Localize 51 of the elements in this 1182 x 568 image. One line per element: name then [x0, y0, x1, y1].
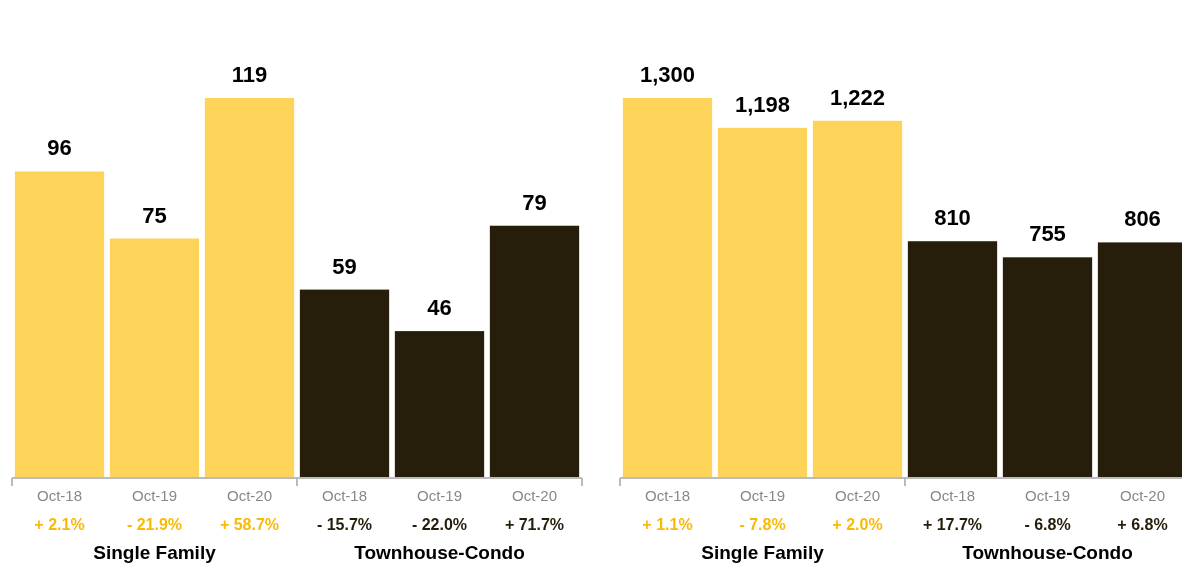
text: - 21.9% [126, 516, 183, 533]
data-label: 59 [332, 253, 357, 279]
x-tick-label: Oct-20 [834, 487, 881, 504]
text: - 7.8% [739, 516, 786, 533]
data-label: 79 [522, 189, 547, 215]
data-label: 1,198 [734, 91, 791, 117]
bar [1002, 257, 1093, 478]
bar [907, 241, 998, 478]
text: + 2.1% [34, 516, 85, 533]
data-label: 96 [47, 135, 72, 161]
x-tick-label: Oct-20 [511, 487, 558, 504]
x-tick-label: Oct-19 [416, 487, 463, 504]
bar [394, 331, 485, 478]
x-tick-label: Oct-18 [321, 487, 368, 504]
text: + 2.0% [832, 516, 883, 533]
x-tick-label: Oct-19 [131, 487, 178, 504]
x-tick-label: Oct-18 [644, 487, 691, 504]
text: Single Family [93, 542, 217, 563]
bar [812, 120, 903, 478]
data-label: 1,300 [639, 62, 696, 87]
bar [489, 225, 580, 478]
text: + 6.8% [1117, 516, 1168, 533]
data-label: 755 [1029, 221, 1066, 247]
data-label: 46 [427, 295, 452, 321]
x-tick-label: Oct-18 [929, 487, 976, 504]
data-label: 810 [934, 205, 971, 231]
x-tick-label: Oct-20 [226, 487, 273, 504]
data-label: 806 [1124, 206, 1161, 232]
x-tick-label: Oct-20 [1119, 487, 1166, 504]
x-tick-label: Oct-18 [36, 487, 83, 504]
text: - 6.8% [1024, 516, 1071, 533]
data-label: 1,222 [829, 84, 886, 110]
bar [204, 98, 295, 478]
bar [717, 127, 808, 478]
text: Townhouse-Condo [354, 542, 525, 563]
text: Single Family [701, 542, 825, 563]
x-tick-label: Oct-19 [1024, 487, 1071, 504]
bar [109, 238, 200, 478]
bar [14, 171, 105, 478]
x-tick-label: Oct-19 [739, 487, 786, 504]
bar [299, 289, 390, 478]
text: Townhouse-Condo [962, 542, 1133, 563]
text: + 1.1% [642, 516, 693, 533]
bar [622, 98, 713, 478]
data-label: 75 [142, 202, 167, 228]
text: - 22.0% [411, 516, 468, 533]
text: - 15.7% [316, 516, 373, 533]
text: + 71.7% [504, 516, 565, 533]
text: + 17.7% [922, 516, 983, 533]
data-label: 119 [231, 62, 268, 87]
text: + 58.7% [219, 516, 280, 533]
